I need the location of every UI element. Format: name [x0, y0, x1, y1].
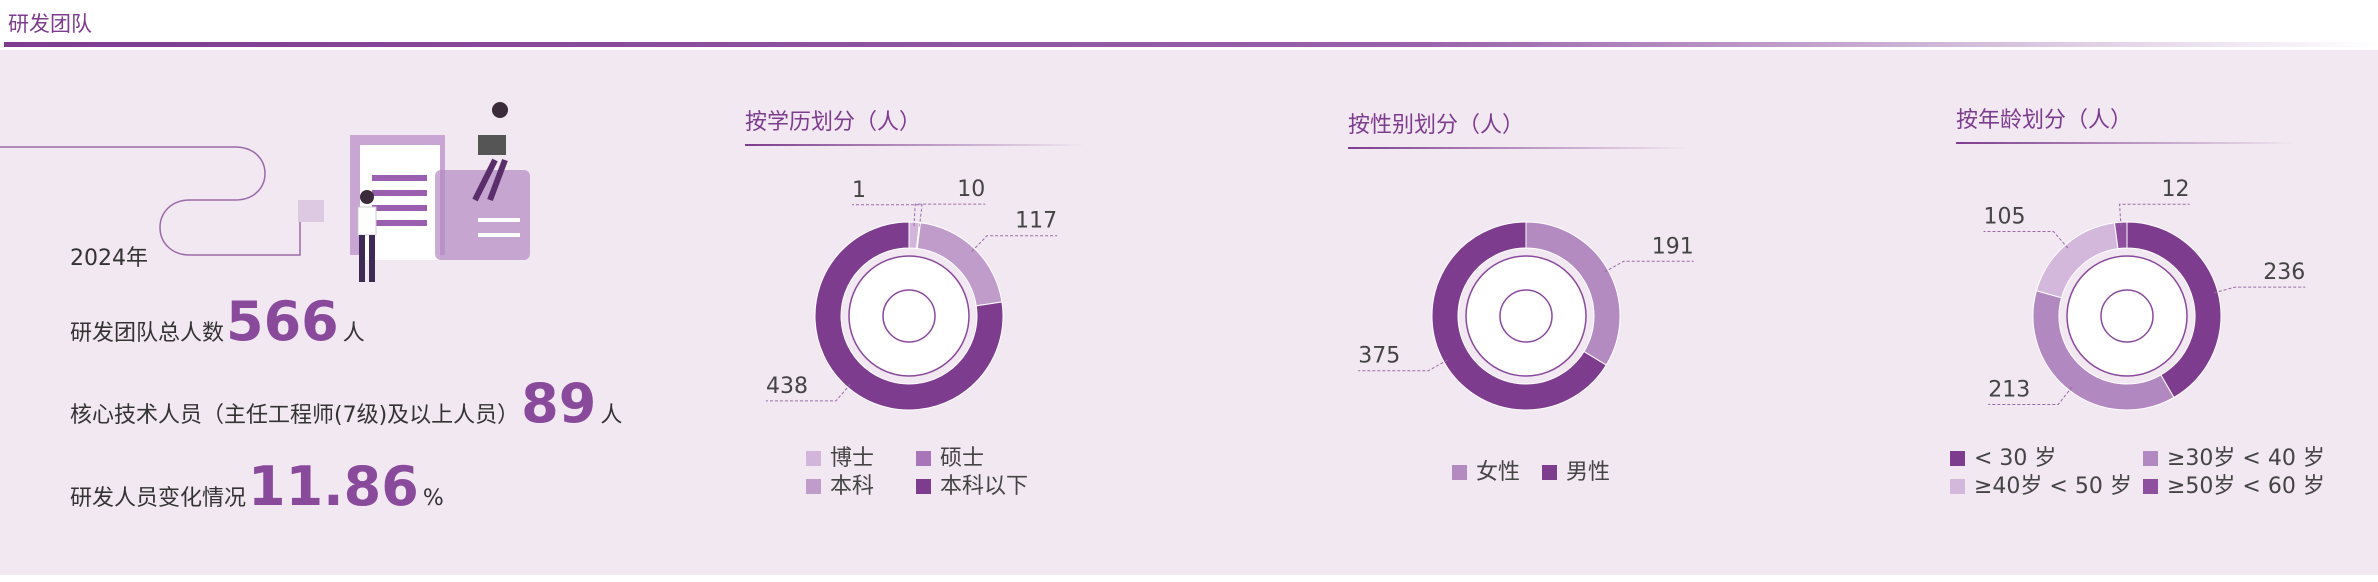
legend-label: 女性	[1476, 460, 1520, 485]
stat-label: 研发团队总人数	[70, 321, 225, 346]
legend-swatch	[2143, 479, 2158, 494]
title-rule	[745, 144, 1085, 146]
donut-segment	[1431, 221, 1607, 411]
legend-label: 硕士	[940, 446, 984, 471]
legend-swatch	[1542, 465, 1557, 480]
data-label: 10	[957, 177, 985, 202]
donut-center	[848, 255, 970, 377]
legend-label: ≥50岁 < 60 岁	[2167, 474, 2325, 499]
stat-year: 2024年	[70, 246, 148, 271]
stat-row: 核心技术人员（主任工程师(7级)及以上人员） 89 人	[70, 372, 622, 435]
title-rule	[1956, 142, 2296, 144]
stat-value: 11.86	[248, 455, 419, 518]
data-label: 438	[766, 374, 808, 399]
legend-swatch	[916, 451, 931, 466]
legend-swatch	[916, 479, 931, 494]
stat-row: 研发人员变化情况 11.86%	[70, 455, 444, 518]
data-label: 105	[1983, 205, 2025, 230]
donut-segment	[814, 221, 1004, 411]
legend-label: 博士	[830, 446, 874, 471]
leader-line	[2119, 203, 2190, 227]
legend-label: 本科	[830, 474, 874, 499]
stat-row: 研发团队总人数 566 人	[70, 290, 365, 353]
legend-label: < 30 岁	[1974, 446, 2056, 471]
data-label: 375	[1358, 344, 1400, 369]
leader-line	[852, 204, 923, 227]
leader-line	[913, 203, 986, 227]
center-icon	[1499, 289, 1553, 343]
legend-label: ≥30岁 < 40 岁	[2167, 446, 2325, 471]
leader-line	[971, 235, 1058, 252]
header-rule	[4, 42, 2378, 47]
data-label: 236	[2263, 260, 2305, 285]
legend-label: 男性	[1566, 460, 1610, 485]
stat-unit: %	[422, 486, 444, 511]
legend-swatch	[806, 451, 821, 466]
donut-segment	[2113, 221, 2128, 250]
stat-unit: 人	[342, 321, 365, 346]
legend-label: ≥40岁 < 50 岁	[1974, 474, 2132, 499]
data-label: 12	[2162, 177, 2190, 202]
chart-title: 按性别划分（人）	[1348, 113, 1524, 138]
header-title: 研发团队	[8, 12, 92, 36]
donut-center	[2066, 255, 2188, 377]
data-label: 191	[1652, 234, 1694, 259]
data-label: 213	[1988, 377, 2030, 402]
legend-swatch	[806, 479, 821, 494]
center-icon	[882, 289, 936, 343]
legend-label: 本科以下	[940, 474, 1028, 499]
leader-line	[1358, 359, 1448, 372]
donut-segment	[2126, 221, 2222, 399]
leader-line	[1983, 231, 2069, 249]
leader-line	[2213, 286, 2306, 294]
legend-swatch	[2143, 451, 2158, 466]
center-icon	[2100, 289, 2154, 343]
stat-label: 核心技术人员（主任工程师(7级)及以上人员）	[70, 403, 520, 428]
leader-line	[765, 383, 851, 402]
leader-line	[1988, 386, 2073, 405]
legend-swatch	[1950, 479, 1965, 494]
data-label: 1	[852, 178, 866, 203]
stat-label: 研发人员变化情况	[70, 486, 247, 511]
legend-swatch	[1950, 451, 1965, 466]
donut-center	[1465, 255, 1587, 377]
legend-swatch	[1452, 465, 1467, 480]
stat-unit: 人	[600, 403, 623, 428]
chart-title: 按学历划分（人）	[745, 110, 921, 135]
stat-value: 566	[226, 290, 339, 353]
title-rule	[1348, 147, 1688, 149]
leader-line	[1604, 260, 1694, 273]
stat-value: 89	[521, 372, 597, 435]
illustration	[0, 102, 530, 282]
data-label: 117	[1015, 209, 1057, 234]
chart-title: 按年龄划分（人）	[1956, 108, 2132, 133]
